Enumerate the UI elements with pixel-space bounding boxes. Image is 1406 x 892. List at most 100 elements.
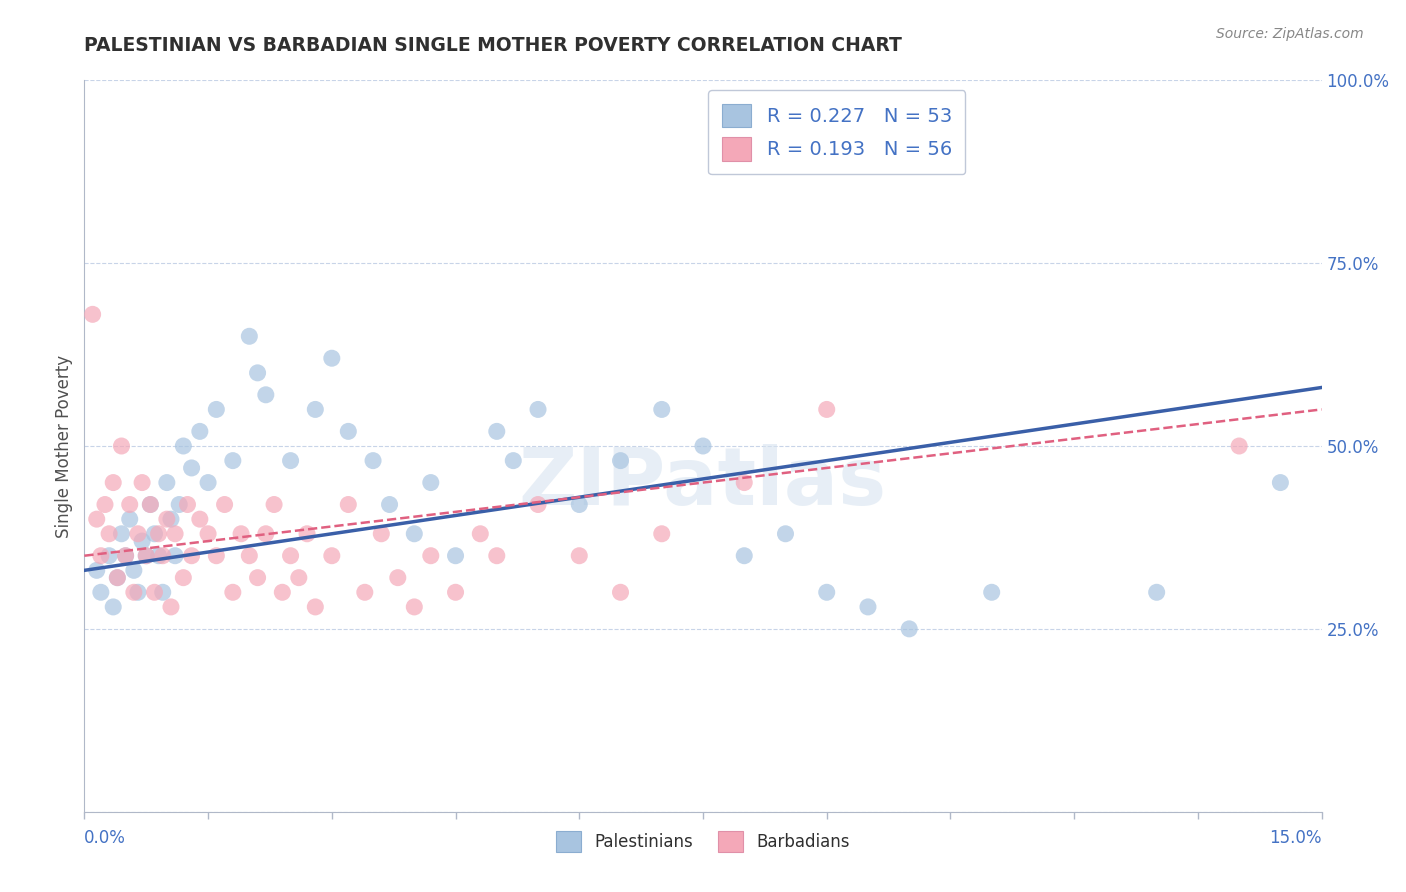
Point: [98, 526, 121, 541]
Point: [254, 388, 277, 402]
Y-axis label: Single Mother Poverty: Single Mother Poverty: [55, 354, 73, 538]
Point: [419, 475, 441, 490]
Point: [214, 498, 236, 512]
Point: [238, 549, 260, 563]
Point: [1270, 475, 1292, 490]
Point: [118, 498, 141, 512]
Point: [110, 439, 132, 453]
Point: [568, 549, 591, 563]
Point: [387, 571, 409, 585]
Point: [103, 475, 125, 490]
Point: [229, 526, 252, 541]
Point: [361, 453, 384, 467]
Point: [304, 402, 326, 417]
Point: [378, 498, 401, 512]
Text: ZIPatlas: ZIPatlas: [519, 443, 887, 522]
Point: [152, 585, 174, 599]
Point: [527, 498, 550, 512]
Point: [980, 585, 1002, 599]
Point: [321, 549, 343, 563]
Point: [135, 549, 157, 563]
Point: [172, 439, 194, 453]
Point: [246, 366, 269, 380]
Point: [180, 549, 202, 563]
Point: [127, 585, 149, 599]
Point: [337, 425, 360, 439]
Point: [288, 571, 311, 585]
Point: [651, 402, 673, 417]
Point: [165, 526, 187, 541]
Point: [135, 549, 157, 563]
Point: [444, 549, 467, 563]
Point: [222, 585, 245, 599]
Point: [122, 585, 145, 599]
Text: PALESTINIAN VS BARBADIAN SINGLE MOTHER POVERTY CORRELATION CHART: PALESTINIAN VS BARBADIAN SINGLE MOTHER P…: [84, 36, 903, 54]
Point: [856, 599, 879, 614]
Text: 15.0%: 15.0%: [1270, 829, 1322, 847]
Point: [188, 512, 211, 526]
Point: [280, 549, 302, 563]
Point: [485, 549, 508, 563]
Point: [304, 599, 326, 614]
Point: [143, 585, 166, 599]
Point: [131, 475, 153, 490]
Point: [156, 475, 179, 490]
Point: [485, 425, 508, 439]
Point: [321, 351, 343, 366]
Point: [733, 549, 755, 563]
Point: [167, 498, 190, 512]
Point: [1227, 439, 1250, 453]
Point: [205, 549, 228, 563]
Point: [160, 599, 183, 614]
Point: [114, 549, 136, 563]
Point: [353, 585, 375, 599]
Point: [160, 512, 183, 526]
Point: [444, 585, 467, 599]
Point: [238, 329, 260, 343]
Point: [90, 585, 112, 599]
Point: [172, 571, 194, 585]
Point: [527, 402, 550, 417]
Point: [118, 512, 141, 526]
Point: [609, 585, 631, 599]
Point: [127, 526, 149, 541]
Legend: Palestinians, Barbadians: Palestinians, Barbadians: [550, 824, 856, 858]
Point: [651, 526, 673, 541]
Point: [86, 512, 108, 526]
Point: [815, 402, 838, 417]
Point: [370, 526, 392, 541]
Point: [152, 549, 174, 563]
Point: [205, 402, 228, 417]
Point: [148, 549, 170, 563]
Point: [775, 526, 797, 541]
Point: [105, 571, 128, 585]
Point: [502, 453, 524, 467]
Point: [254, 526, 277, 541]
Point: [176, 498, 198, 512]
Point: [105, 571, 128, 585]
Point: [98, 549, 121, 563]
Point: [139, 498, 162, 512]
Point: [419, 549, 441, 563]
Point: [94, 498, 117, 512]
Point: [898, 622, 921, 636]
Point: [110, 526, 132, 541]
Point: [337, 498, 360, 512]
Point: [188, 425, 211, 439]
Point: [197, 526, 219, 541]
Point: [733, 475, 755, 490]
Point: [609, 453, 631, 467]
Point: [246, 571, 269, 585]
Point: [404, 526, 426, 541]
Point: [404, 599, 426, 614]
Point: [470, 526, 492, 541]
Point: [103, 599, 125, 614]
Point: [82, 307, 104, 321]
Point: [280, 453, 302, 467]
Point: [122, 563, 145, 577]
Point: [222, 453, 245, 467]
Text: 0.0%: 0.0%: [84, 829, 127, 847]
Point: [568, 498, 591, 512]
Point: [156, 512, 179, 526]
Point: [148, 526, 170, 541]
